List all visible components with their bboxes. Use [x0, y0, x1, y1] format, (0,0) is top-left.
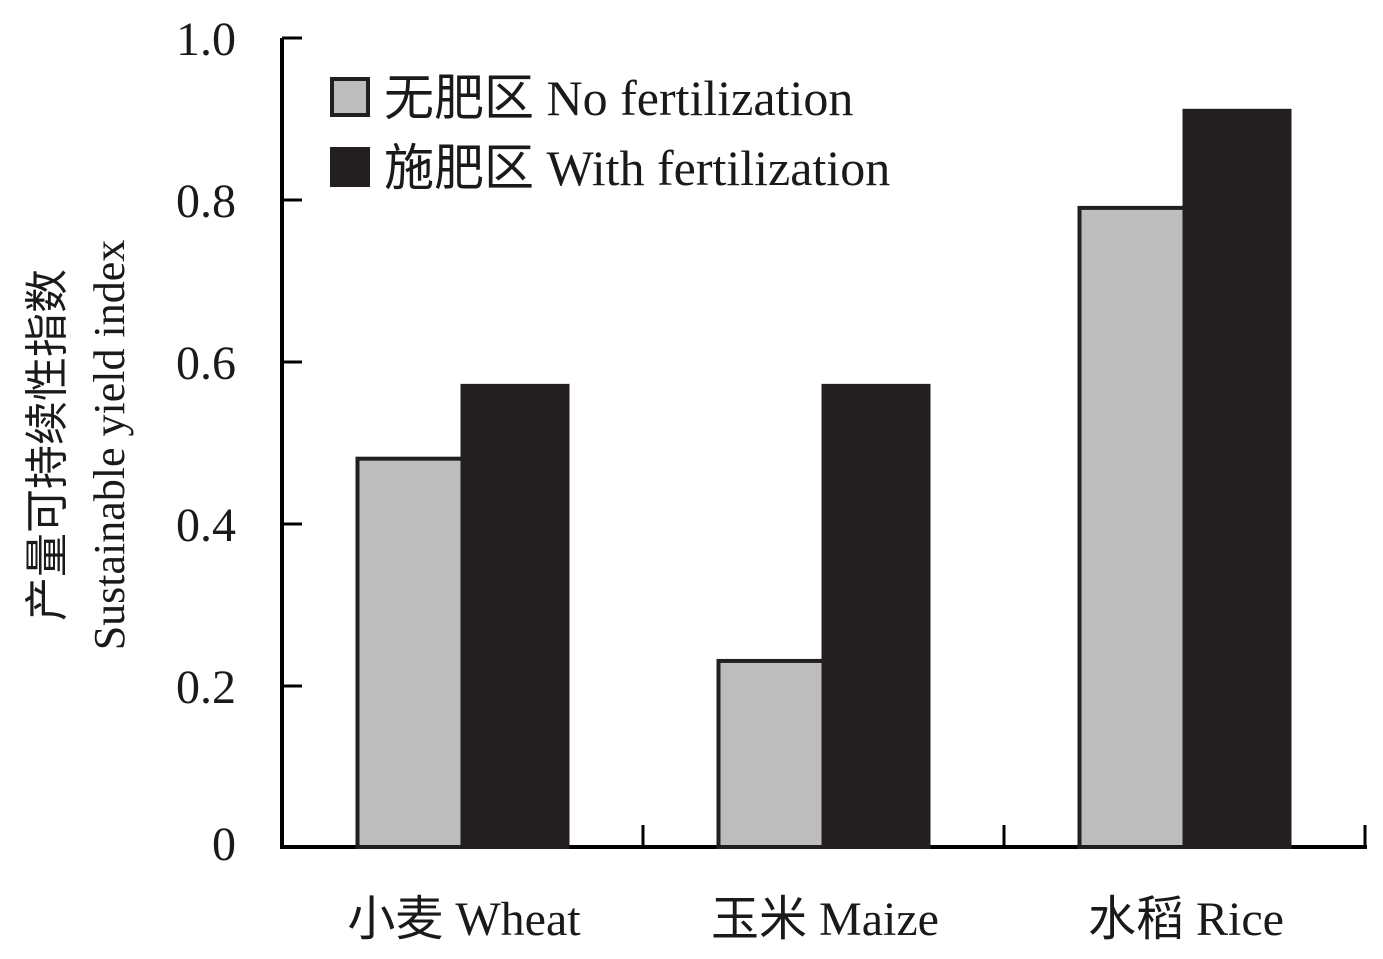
y-tick-label-0.2: 0.2: [176, 661, 236, 714]
y-tick-label-0: 0: [212, 818, 236, 871]
bar-rice-no-fertilization: [1077, 205, 1187, 849]
y-axis-label-line-1: 产量可持续性指数: [23, 269, 72, 621]
bar-rice-with-fertilization: [1182, 108, 1292, 849]
bar-wheat-no-fertilization: [355, 456, 465, 849]
y-tick-label-0.6: 0.6: [176, 337, 236, 390]
legend-swatch-no-fertilization: [330, 77, 370, 117]
legend-swatch-with-fertilization: [330, 147, 370, 187]
bar-maize-no-fertilization: [716, 658, 826, 849]
y-tick-label-0.4: 0.4: [176, 499, 236, 552]
bar-wheat-with-fertilization: [460, 383, 570, 849]
y-axis-label-line-2: Sustainable yield index: [85, 240, 134, 651]
legend-label-no-fertilization: 无肥区 No fertilization: [384, 70, 853, 126]
bar-maize-with-fertilization: [821, 383, 931, 849]
x-category-label-rice: 水稻 Rice: [1088, 893, 1284, 946]
y-tick-label-1.0: 1.0: [176, 13, 236, 66]
x-category-label-wheat: 小麦 Wheat: [347, 893, 581, 946]
x-category-label-maize: 玉米 Maize: [711, 893, 939, 946]
legend: 无肥区 No fertilization 施肥区 With fertilizat…: [330, 70, 890, 196]
legend-label-with-fertilization: 施肥区 With fertilization: [384, 140, 890, 196]
bars-group: [355, 108, 1292, 849]
y-tick-label-0.8: 0.8: [176, 175, 236, 228]
